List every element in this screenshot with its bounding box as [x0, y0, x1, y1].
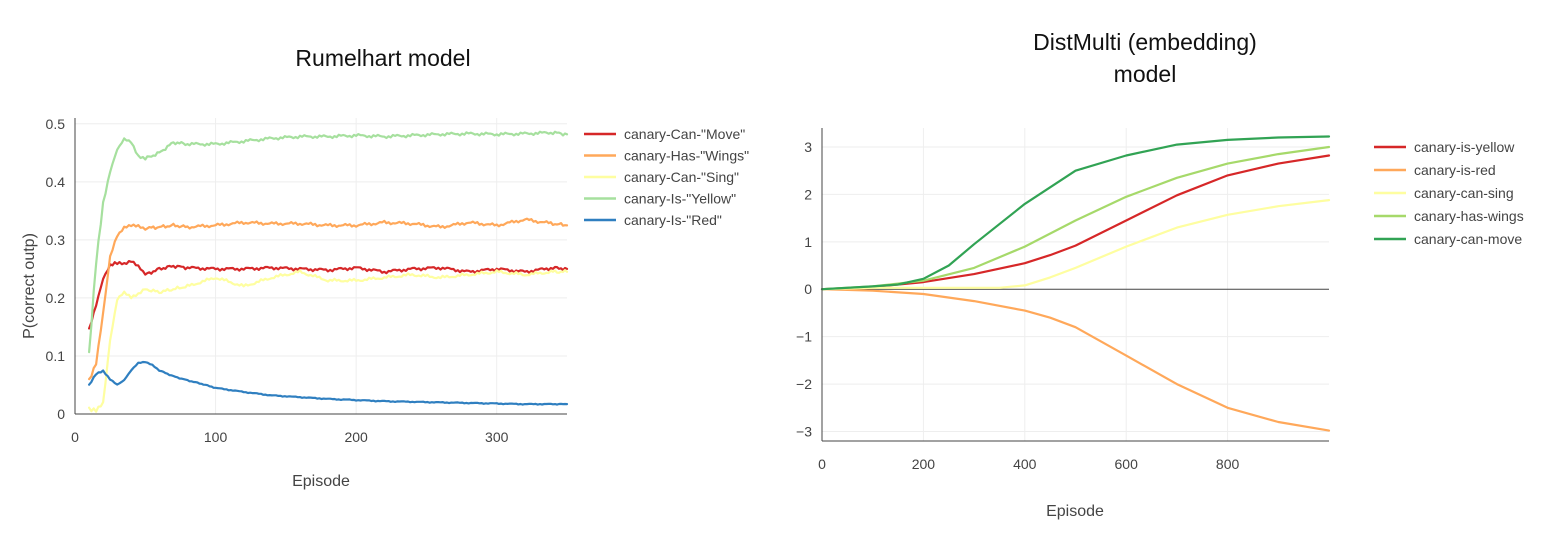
distmulti-x-axis-label: Episode [1046, 503, 1104, 520]
distmulti-y-tick-label: −1 [796, 329, 812, 345]
rumelhart-y-tick-label: 0.1 [46, 348, 66, 364]
distmulti-y-tick-label: 3 [804, 139, 812, 155]
rumelhart-chart-title: Rumelhart model [295, 45, 470, 71]
distmulti-y-tick-label: −3 [796, 424, 812, 440]
rumelhart-chart: Rumelhart model 0 100 200 30000.10.20.30.40… [21, 45, 749, 490]
distmulti-series-line-2 [820, 199, 1331, 291]
distmulti-y-tick-label: 1 [804, 234, 812, 250]
distmulti-chart: DistMulti (embedding) model 0 200 400 600 80… [796, 29, 1524, 520]
rumelhart-y-tick-label: 0.5 [46, 116, 66, 132]
distmulti-series-line-4 [820, 135, 1331, 291]
distmulti-x-tick-label: 800 [1216, 456, 1240, 472]
distmulti-series [820, 135, 1331, 432]
rumelhart-x-tick-label: 0 [71, 429, 79, 445]
distmulti-y-tick-label: 2 [804, 186, 812, 202]
rumelhart-legend-label: canary-Is-"Yellow" [624, 191, 736, 207]
distmulti-legend: canary-is-yellow canary-is-red canary-can-… [1374, 139, 1524, 247]
distmulti-y-tick-label: −2 [796, 376, 812, 392]
rumelhart-series [88, 130, 569, 413]
distmulti-legend-label: canary-has-wings [1414, 208, 1524, 224]
distmulti-series-line-0 [820, 154, 1331, 291]
rumelhart-series-line-2 [88, 269, 569, 413]
rumelhart-legend: canary-Can-"Move" canary-Has-"Wings" canar… [584, 126, 749, 228]
distmulti-x-tick-label: 400 [1013, 456, 1037, 472]
rumelhart-x-axis-label: Episode [292, 473, 350, 490]
rumelhart-legend-label: canary-Has-"Wings" [624, 148, 749, 164]
distmulti-legend-label: canary-can-move [1414, 231, 1522, 247]
rumelhart-x-tick-label: 100 [204, 429, 228, 445]
distmulti-chart-title-line2: model [1114, 61, 1177, 87]
rumelhart-y-tick-label: 0.4 [46, 174, 66, 190]
rumelhart-y-tick-label: 0.2 [46, 290, 66, 306]
distmulti-legend-label: canary-can-sing [1414, 185, 1514, 201]
distmulti-legend-label: canary-is-yellow [1414, 139, 1515, 155]
rumelhart-x-tick-label: 300 [485, 429, 509, 445]
distmulti-x-tick-label: 600 [1115, 456, 1139, 472]
rumelhart-series-line-3 [88, 130, 569, 354]
rumelhart-legend-label: canary-Can-"Move" [624, 126, 745, 142]
rumelhart-series-line-4 [88, 360, 569, 406]
distmulti-y-tick-label: 0 [804, 281, 812, 297]
rumelhart-y-tick-label: 0 [57, 406, 65, 422]
distmulti-chart-title-line1: DistMulti (embedding) [1033, 29, 1257, 55]
distmulti-x-tick-label: 200 [912, 456, 936, 472]
distmulti-tick-labels: 0 200 400 600 800 −3 −2 −1 0 1 2 3 [796, 139, 1239, 472]
distmulti-legend-label: canary-is-red [1414, 162, 1496, 178]
rumelhart-y-tick-label: 0.3 [46, 232, 66, 248]
distmulti-x-tick-label: 0 [818, 456, 826, 472]
rumelhart-series-line-0 [88, 260, 569, 330]
rumelhart-legend-label: canary-Is-"Red" [624, 212, 722, 228]
rumelhart-gridlines [75, 118, 567, 415]
rumelhart-series-line-1 [88, 217, 569, 381]
rumelhart-x-tick-label: 200 [344, 429, 368, 445]
rumelhart-tick-labels: 0 100 200 300 0 0.1 0.2 0.3 0.4 0.5 [46, 116, 509, 445]
distmulti-series-line-1 [820, 288, 1331, 432]
rumelhart-y-axis-label: P(correct outp) [21, 233, 38, 339]
rumelhart-legend-label: canary-Can-"Sing" [624, 169, 739, 185]
